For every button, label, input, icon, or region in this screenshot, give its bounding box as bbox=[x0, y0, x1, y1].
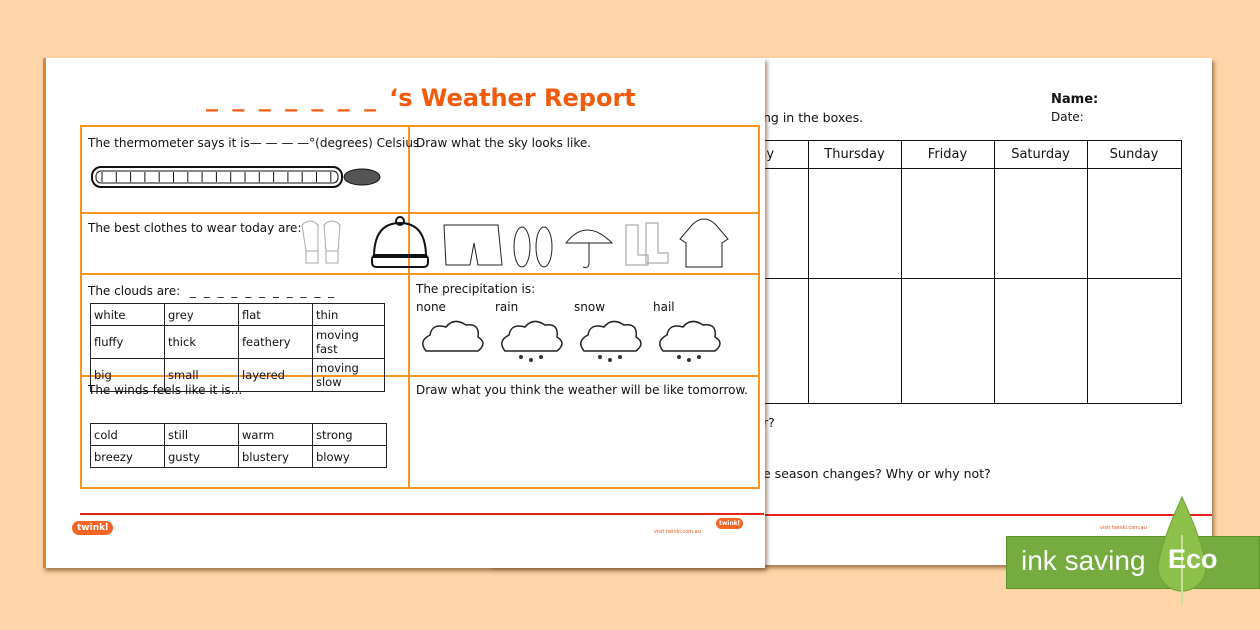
day-header: Saturday bbox=[993, 140, 1088, 169]
none-cloud-icon bbox=[416, 317, 488, 367]
date-label: Date: bbox=[1051, 110, 1084, 124]
precipitation-label: rain bbox=[495, 300, 519, 314]
footer-url: visit twinkl.com.au bbox=[1100, 525, 1147, 531]
word-cell[interactable]: still bbox=[164, 423, 239, 446]
word-cell[interactable]: cold bbox=[90, 423, 165, 446]
flip-flops-icon bbox=[513, 226, 553, 268]
word-cell[interactable]: warm bbox=[238, 423, 313, 446]
twinkl-badge: twinkl bbox=[716, 518, 743, 529]
wind-prompt: The winds feels like it is... bbox=[88, 383, 243, 397]
word-cell[interactable]: blustery bbox=[238, 445, 313, 468]
rain-cloud-icon bbox=[495, 317, 567, 367]
day-box[interactable] bbox=[993, 168, 1088, 279]
precipitation-label: hail bbox=[653, 300, 675, 314]
boots-icon bbox=[625, 222, 669, 266]
word-cell[interactable]: moving slow bbox=[312, 358, 385, 392]
day-box[interactable] bbox=[900, 168, 995, 279]
word-cell[interactable]: layered bbox=[238, 358, 313, 392]
thermometer-prompt: The thermometer says it is— — — —°(degre… bbox=[88, 136, 420, 150]
day-box[interactable] bbox=[1086, 168, 1182, 279]
thermometer-icon bbox=[91, 166, 381, 188]
ink-saving-badge: ink saving bbox=[1006, 536, 1260, 589]
cloud-words-table: white grey flat thin fluffy thick feathery movi… bbox=[90, 303, 385, 392]
clothes-prompt: The best clothes to wear today are: bbox=[88, 221, 302, 235]
word-row: big small layered moving slow bbox=[90, 358, 385, 392]
leaf-drop-icon bbox=[1157, 495, 1207, 605]
question-2: e season changes? Why or why not? bbox=[763, 466, 991, 481]
precipitation-prompt: The precipitation is: bbox=[416, 282, 536, 296]
precipitation-label: snow bbox=[574, 300, 606, 314]
umbrella-icon bbox=[564, 229, 614, 268]
word-row: white grey flat thin bbox=[90, 303, 385, 326]
day-header: Friday bbox=[900, 140, 995, 169]
mittens-icon bbox=[301, 220, 341, 264]
clothes-icons bbox=[301, 216, 729, 268]
question-1: r? bbox=[763, 415, 775, 430]
eco-label: Eco bbox=[1168, 544, 1218, 574]
beanie-icon bbox=[371, 216, 429, 268]
footer-line bbox=[80, 513, 764, 515]
word-cell[interactable]: flat bbox=[238, 303, 313, 326]
twinkl-logo: twinkl bbox=[72, 521, 114, 535]
word-cell[interactable]: fluffy bbox=[90, 325, 165, 359]
day-header: Thursday bbox=[807, 140, 902, 169]
word-cell[interactable]: blowy bbox=[312, 445, 387, 468]
page-title: _ _ _ _ _ _ _ ‘s Weather Report bbox=[206, 84, 636, 112]
day-box[interactable] bbox=[807, 168, 902, 279]
name-blank: _ _ _ _ _ _ _ bbox=[206, 84, 380, 112]
footer-line bbox=[760, 514, 1212, 516]
title-text: ‘s Weather Report bbox=[389, 84, 636, 112]
word-cell[interactable]: white bbox=[90, 303, 165, 326]
weekly-table: sday Thursday Friday Saturday Sunday bbox=[710, 140, 1182, 404]
wind-words-table: cold still warm strong breezy gusty blustery bl… bbox=[90, 423, 387, 468]
word-cell[interactable]: thick bbox=[164, 325, 239, 359]
worksheet-page-front: _ _ _ _ _ _ _ ‘s Weather Report The therm… bbox=[43, 58, 765, 568]
word-cell[interactable]: breezy bbox=[90, 445, 165, 468]
weather-grid: The thermometer says it is— — — —°(degre… bbox=[80, 125, 760, 489]
footer-url: visit twinkl.com.au bbox=[654, 529, 701, 535]
word-cell[interactable]: thin bbox=[312, 303, 385, 326]
clouds-prompt: The clouds are: _ _ _ _ _ _ _ _ _ _ _ bbox=[88, 284, 337, 298]
raincoat-icon bbox=[679, 218, 729, 268]
day-box[interactable] bbox=[900, 278, 995, 404]
word-cell[interactable]: gusty bbox=[164, 445, 239, 468]
day-box[interactable] bbox=[993, 278, 1088, 404]
hail-cloud-icon bbox=[653, 317, 725, 367]
name-label: Name: bbox=[1051, 92, 1099, 107]
word-cell[interactable]: small bbox=[164, 358, 239, 392]
day-box[interactable] bbox=[1086, 278, 1182, 404]
word-row: cold still warm strong bbox=[90, 423, 387, 446]
word-cell[interactable]: grey bbox=[164, 303, 239, 326]
word-row: breezy gusty blustery blowy bbox=[90, 445, 387, 468]
shorts-icon bbox=[443, 224, 503, 266]
word-cell[interactable]: moving fast bbox=[312, 325, 385, 359]
tomorrow-prompt: Draw what you think the weather will be … bbox=[416, 383, 748, 397]
word-row: fluffy thick feathery moving fast bbox=[90, 325, 385, 359]
word-cell[interactable]: strong bbox=[312, 423, 387, 446]
snow-cloud-icon bbox=[574, 317, 646, 367]
instruction-text: ng in the boxes. bbox=[763, 110, 864, 125]
word-cell[interactable]: feathery bbox=[238, 325, 313, 359]
precipitation-label: none bbox=[416, 300, 446, 314]
day-box[interactable] bbox=[807, 278, 902, 404]
ink-saving-text: ink saving bbox=[1021, 545, 1146, 576]
sky-prompt: Draw what the sky looks like. bbox=[416, 136, 592, 150]
day-header: Sunday bbox=[1086, 140, 1182, 169]
